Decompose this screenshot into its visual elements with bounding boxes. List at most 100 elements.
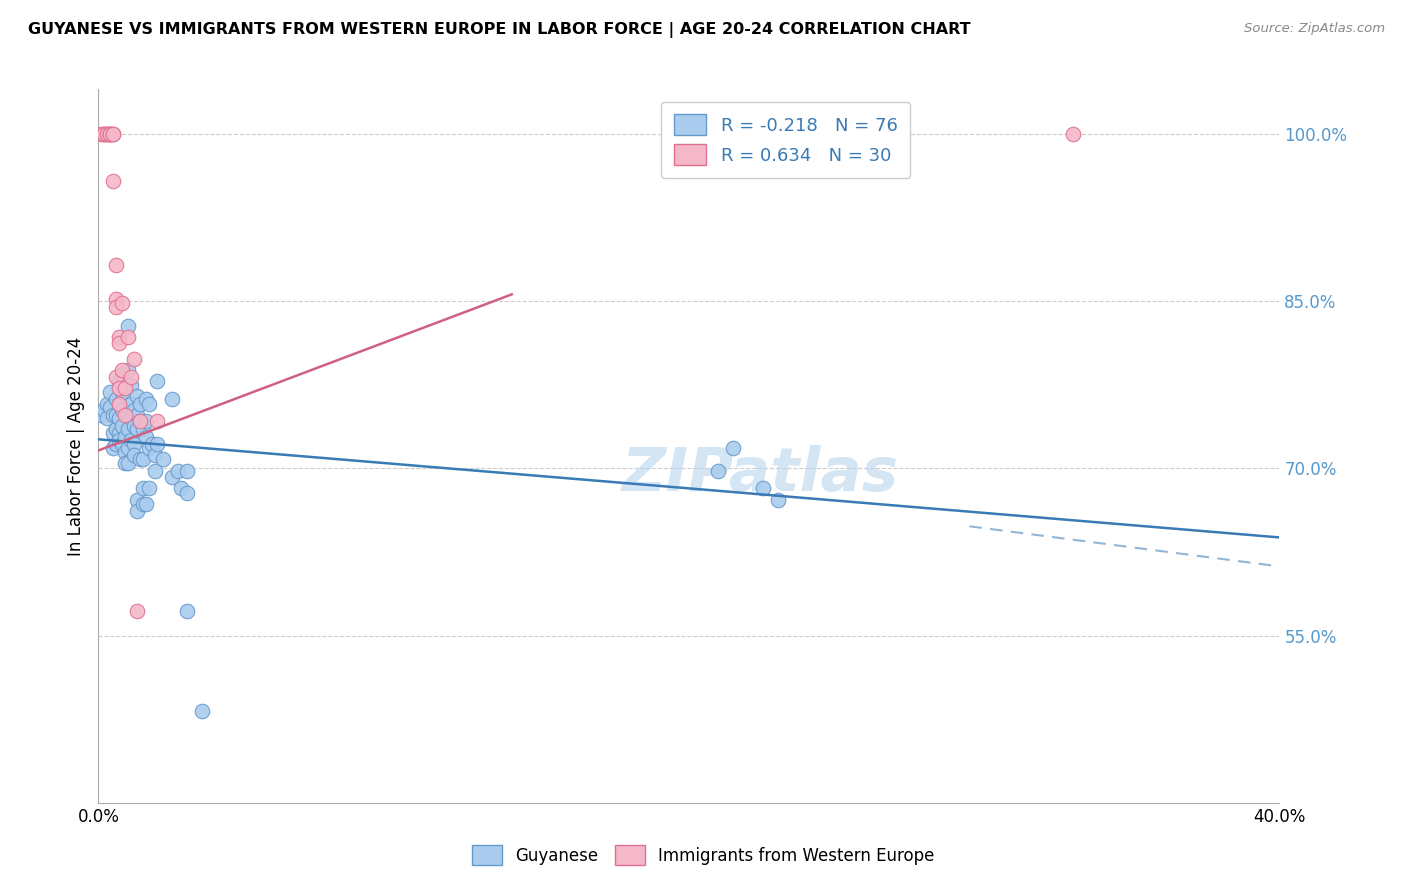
Point xyxy=(141,437,163,451)
Point xyxy=(96,396,118,410)
Point xyxy=(191,705,214,719)
Point xyxy=(98,385,121,400)
Point xyxy=(108,425,131,440)
Point xyxy=(90,127,112,141)
Point xyxy=(135,430,157,444)
Point xyxy=(132,422,155,436)
Point xyxy=(98,400,121,414)
Point xyxy=(108,336,131,351)
Point xyxy=(108,381,131,395)
Point xyxy=(103,408,125,422)
Point xyxy=(162,470,183,484)
Point xyxy=(128,396,150,410)
Point xyxy=(138,481,160,495)
Point xyxy=(111,403,134,417)
Legend: R = -0.218   N = 76, R = 0.634   N = 30: R = -0.218 N = 76, R = 0.634 N = 30 xyxy=(661,102,910,178)
Point xyxy=(96,411,118,425)
Point xyxy=(721,442,744,456)
Legend: Guyanese, Immigrants from Western Europe: Guyanese, Immigrants from Western Europe xyxy=(461,836,945,875)
Point xyxy=(114,444,136,458)
Y-axis label: In Labor Force | Age 20-24: In Labor Force | Age 20-24 xyxy=(66,336,84,556)
Point xyxy=(122,448,145,462)
Point xyxy=(103,127,125,141)
Point xyxy=(751,481,773,495)
Point xyxy=(105,437,128,451)
Point xyxy=(125,408,148,422)
Point xyxy=(93,403,115,417)
Point xyxy=(105,258,128,272)
Point xyxy=(103,127,125,141)
Point xyxy=(143,448,166,462)
Point xyxy=(108,396,131,410)
Text: ZIPatlas: ZIPatlas xyxy=(621,445,898,504)
Point xyxy=(98,127,121,141)
Point xyxy=(98,127,121,141)
Point xyxy=(170,481,193,495)
Point xyxy=(103,174,125,188)
Point xyxy=(138,442,160,456)
Point xyxy=(90,408,112,422)
Point xyxy=(167,464,190,478)
Point xyxy=(128,414,150,428)
Point xyxy=(117,456,139,470)
Point xyxy=(152,452,174,467)
Point xyxy=(132,497,155,511)
Point xyxy=(105,300,128,314)
Point xyxy=(176,604,198,618)
Point xyxy=(111,363,134,377)
Point xyxy=(105,392,128,407)
Point xyxy=(111,437,134,451)
Text: GUYANESE VS IMMIGRANTS FROM WESTERN EUROPE IN LABOR FORCE | AGE 20-24 CORRELATIO: GUYANESE VS IMMIGRANTS FROM WESTERN EURO… xyxy=(28,22,970,38)
Point xyxy=(120,411,142,425)
Point xyxy=(146,375,169,389)
Point xyxy=(146,414,169,428)
Point xyxy=(122,351,145,366)
Point xyxy=(96,127,118,141)
Point xyxy=(105,422,128,436)
Point xyxy=(1062,127,1084,141)
Point xyxy=(120,377,142,392)
Point xyxy=(125,492,148,507)
Point xyxy=(117,422,139,436)
Point xyxy=(114,408,136,422)
Point xyxy=(128,452,150,467)
Point xyxy=(766,492,789,507)
Point xyxy=(162,392,183,407)
Point xyxy=(108,375,131,389)
Point xyxy=(108,396,131,410)
Point xyxy=(122,437,145,451)
Point xyxy=(122,403,145,417)
Point xyxy=(128,414,150,428)
Point xyxy=(120,369,142,384)
Point xyxy=(135,497,157,511)
Point xyxy=(111,419,134,434)
Point xyxy=(93,127,115,141)
Point xyxy=(105,369,128,384)
Point xyxy=(114,381,136,395)
Point xyxy=(132,452,155,467)
Point xyxy=(98,127,121,141)
Point xyxy=(108,330,131,344)
Point xyxy=(108,411,131,425)
Point xyxy=(114,456,136,470)
Point xyxy=(111,385,134,400)
Point xyxy=(132,481,155,495)
Point xyxy=(111,367,134,381)
Point xyxy=(143,464,166,478)
Point xyxy=(135,392,157,407)
Point xyxy=(146,437,169,451)
Point xyxy=(125,503,148,517)
Point xyxy=(707,464,730,478)
Point xyxy=(103,425,125,440)
Point xyxy=(93,127,115,141)
Point xyxy=(138,396,160,410)
Point xyxy=(120,434,142,448)
Point xyxy=(125,604,148,618)
Point xyxy=(135,414,157,428)
Point xyxy=(114,430,136,444)
Point xyxy=(125,422,148,436)
Point xyxy=(125,389,148,403)
Point xyxy=(108,434,131,448)
Point xyxy=(117,318,139,333)
Point xyxy=(103,442,125,456)
